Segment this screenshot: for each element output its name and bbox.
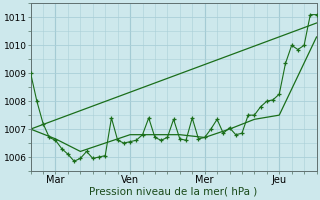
- X-axis label: Pression niveau de la mer( hPa ): Pression niveau de la mer( hPa ): [90, 187, 258, 197]
